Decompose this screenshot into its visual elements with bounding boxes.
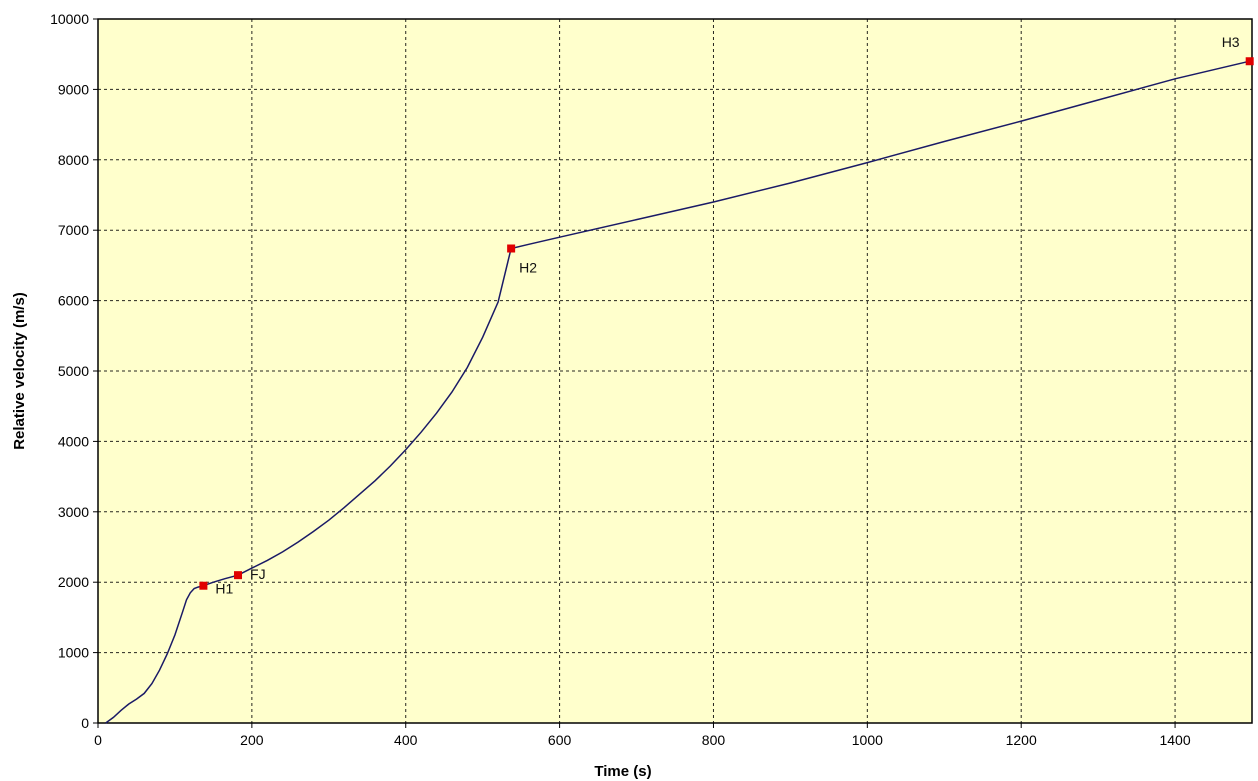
- y-tick-label: 0: [81, 715, 89, 731]
- y-tick-label: 10000: [50, 11, 89, 27]
- x-tick-label: 1400: [1159, 732, 1190, 748]
- marker-fj: [234, 571, 243, 580]
- marker-label-fj: FJ: [250, 566, 266, 582]
- y-tick-label: 9000: [58, 81, 89, 97]
- y-tick-label: 3000: [58, 504, 89, 520]
- y-tick-label: 8000: [58, 152, 89, 168]
- y-tick-label: 5000: [58, 363, 89, 379]
- event-markers: H1 FJ H2 H3: [199, 34, 1254, 597]
- x-tick-label: 400: [394, 732, 418, 748]
- marker-label-h1: H1: [215, 581, 233, 597]
- x-tick-label: 1000: [852, 732, 883, 748]
- x-tick-label: 0: [94, 732, 102, 748]
- marker-label-h3: H3: [1222, 34, 1240, 50]
- velocity-line: [105, 60, 1250, 724]
- x-axis-ticks: 0 200 400 600 800 1000 1200 1400: [94, 723, 1191, 748]
- marker-h1: [199, 581, 208, 590]
- x-tick-label: 800: [702, 732, 726, 748]
- y-axis-title: Relative velocity (m/s): [11, 292, 28, 450]
- x-tick-label: 1200: [1006, 732, 1037, 748]
- y-tick-label: 2000: [58, 574, 89, 590]
- y-tick-label: 4000: [58, 433, 89, 449]
- marker-h3: [1245, 57, 1254, 66]
- x-axis-title: Time (s): [594, 763, 651, 780]
- marker-h2: [507, 244, 516, 253]
- y-axis-ticks: 0 1000 2000 3000 4000 5000 6000 7000 8000 9000 100…: [50, 11, 98, 731]
- y-tick-label: 7000: [58, 222, 89, 238]
- x-tick-label: 200: [240, 732, 264, 748]
- y-tick-label: 1000: [58, 645, 89, 661]
- y-tick-label: 6000: [58, 293, 89, 309]
- marker-label-h2: H2: [519, 260, 537, 276]
- x-tick-label: 600: [548, 732, 572, 748]
